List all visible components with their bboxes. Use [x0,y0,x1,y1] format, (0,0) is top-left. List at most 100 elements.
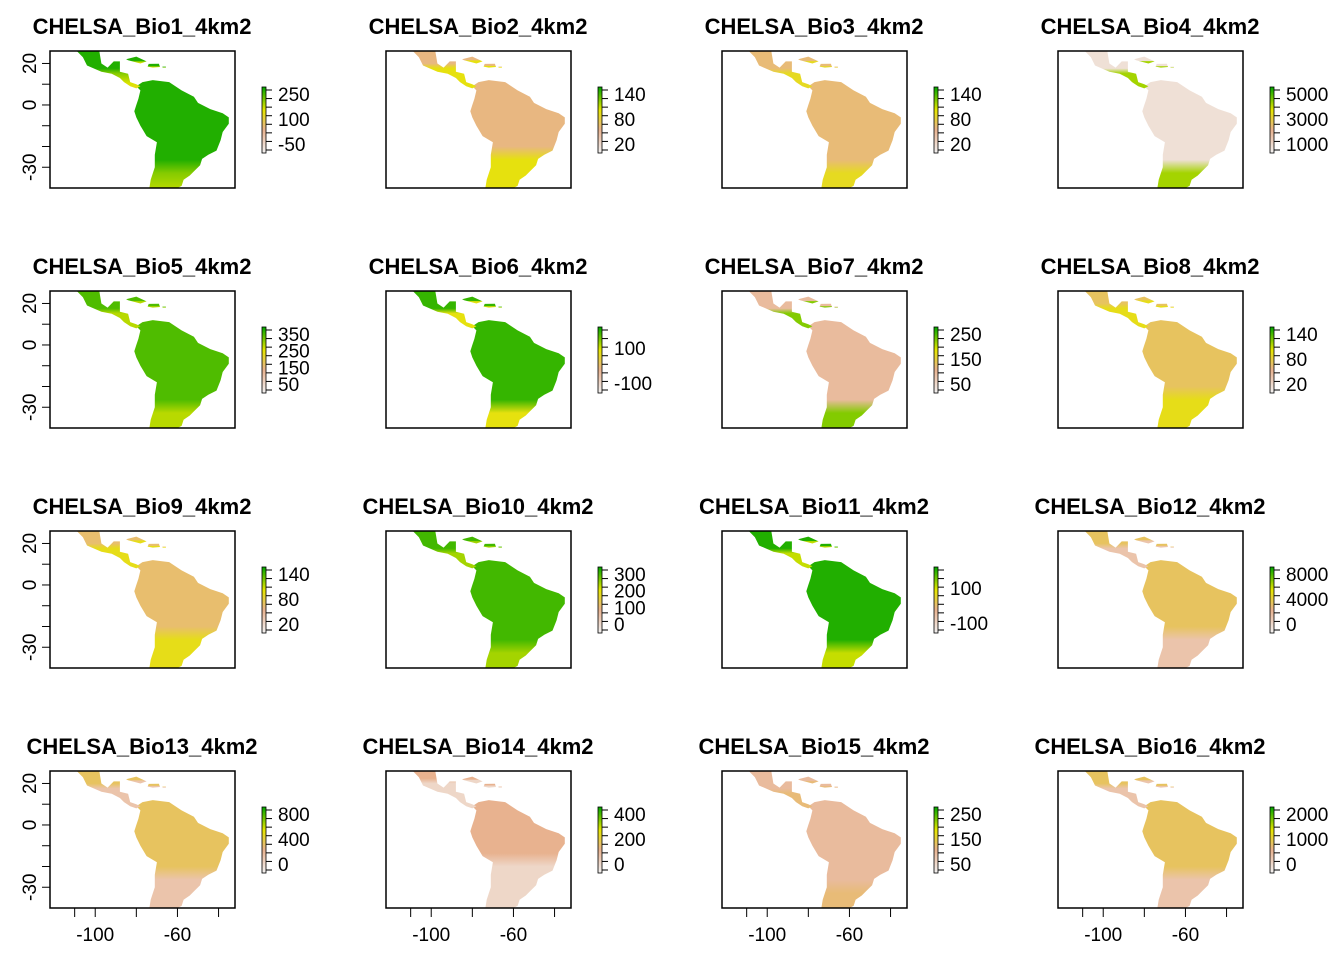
raster-panel-3: CHELSA_Bio3_4km2 140 80 20 [705,14,982,189]
legend-tick-label: 4000 [1286,590,1328,611]
x-tick-label: -60 [500,925,527,946]
legend-colorbar [261,566,267,634]
land-central-america [1084,51,1149,89]
legend-tick-label: 0 [614,855,625,876]
raster-panel-14: CHELSA_Bio14_4km2 -100 -60 400 200 0 [362,734,645,946]
land-caribbean-3 [162,546,166,548]
land-caribbean-1 [462,296,483,304]
land-caribbean-2 [483,783,496,788]
legend-tick-label: 400 [278,830,310,851]
land-central-america [76,771,141,809]
y-tick-label: -30 [20,634,41,661]
land-caribbean-3 [1170,786,1174,788]
land-caribbean-3 [834,66,838,68]
raster-map [412,51,565,188]
raster-map [1084,771,1237,908]
land-caribbean-3 [498,546,502,548]
land-caribbean-2 [1155,303,1168,308]
panel-frame [385,290,572,429]
land-central-america [1084,771,1149,809]
legend-tick-label: 80 [278,590,299,611]
panel-frame [721,770,908,909]
land-caribbean-1 [1134,776,1155,784]
land-caribbean-3 [834,546,838,548]
legend-colorbar [597,86,603,154]
raster-map [76,291,229,428]
land-caribbean-3 [1170,306,1174,308]
land-caribbean-3 [162,786,166,788]
land-caribbean-1 [126,56,147,64]
legend-tick-label: 1000 [1286,830,1328,851]
legend-tick-label: 80 [614,110,635,131]
land-central-america [748,291,813,329]
y-tick-label: -30 [20,874,41,901]
y-tick-label: 20 [20,533,41,554]
legend-colorbar [597,326,603,394]
panel-frame [49,290,236,429]
legend-tick-label: 400 [614,805,646,826]
legend-tick-label: 20 [614,135,635,156]
raster-map [748,291,901,428]
legend-tick-label: 0 [278,855,289,876]
legend-tick-label: 80 [1286,350,1307,371]
land-central-america [412,291,477,329]
land-south-america [1142,80,1237,188]
panel-title: CHELSA_Bio12_4km2 [1034,494,1265,519]
legend-tick-label: 140 [278,565,310,586]
raster-panel-1: CHELSA_Bio1_4km2 20 0 -30 250 100 -50 [20,14,310,189]
raster-map [412,531,565,668]
legend-tick-label: 20 [278,615,299,636]
land-caribbean-1 [1134,536,1155,544]
land-central-america [748,771,813,809]
land-central-america [412,51,477,89]
panel-title: CHELSA_Bio9_4km2 [33,494,252,519]
raster-map [1084,51,1237,188]
legend-tick-label: 1000 [1286,135,1328,156]
legend-tick-label: 140 [1286,325,1318,346]
land-caribbean-2 [147,63,160,68]
raster-map [1084,291,1237,428]
legend-tick-label: 50 [278,375,299,396]
legend-tick-label: 140 [950,85,982,106]
legend-tick-label: 0 [1286,615,1297,636]
land-caribbean-2 [147,303,160,308]
y-tick-label: 0 [20,820,41,831]
raster-map [1084,531,1237,668]
legend-colorbar [597,566,603,634]
land-caribbean-3 [1170,546,1174,548]
legend-colorbar [597,806,603,874]
panel-frame [385,530,572,669]
land-caribbean-1 [126,776,147,784]
legend-tick-label: 100 [278,110,310,131]
legend-tick-label: 0 [1286,855,1297,876]
land-caribbean-2 [483,303,496,308]
land-caribbean-2 [1155,63,1168,68]
legend-colorbar [261,326,267,394]
panel-frame [1057,290,1244,429]
panel-title: CHELSA_Bio1_4km2 [33,14,252,39]
legend-tick-label: 300 [614,565,646,586]
land-caribbean-1 [126,296,147,304]
panel-title: CHELSA_Bio11_4km2 [699,494,929,519]
panel-frame [49,50,236,189]
land-caribbean-3 [498,306,502,308]
legend-tick-label: 150 [950,350,982,371]
raster-map [748,51,901,188]
panel-frame [1057,770,1244,909]
land-south-america [1142,320,1237,428]
land-caribbean-1 [126,536,147,544]
land-caribbean-2 [147,783,160,788]
land-caribbean-3 [498,786,502,788]
land-caribbean-2 [483,543,496,548]
legend-colorbar [933,326,939,394]
panel-frame [721,530,908,669]
legend-tick-label: 20 [1286,375,1307,396]
legend-tick-label: 200 [614,830,646,851]
raster-panel-4: CHELSA_Bio4_4km2 5000 3000 1000 [1041,14,1328,189]
land-south-america [470,800,565,908]
land-caribbean-3 [162,66,166,68]
land-caribbean-1 [462,776,483,784]
land-caribbean-1 [462,536,483,544]
land-south-america [806,800,901,908]
x-tick-label: -100 [748,925,786,946]
